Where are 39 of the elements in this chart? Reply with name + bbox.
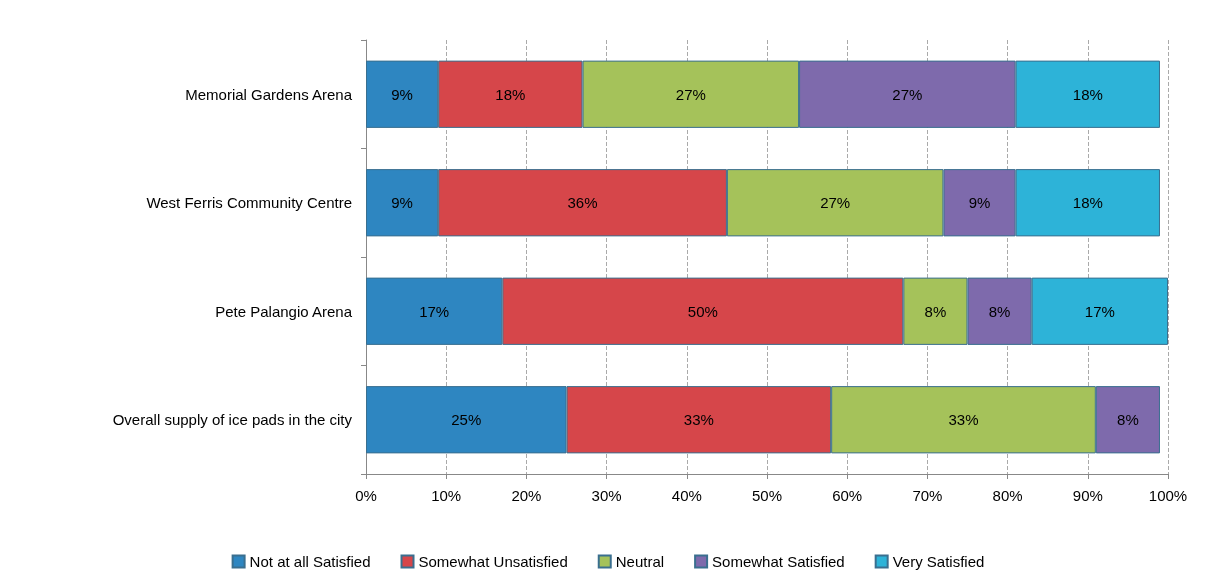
legend-label: Somewhat Unsatisfied [418, 553, 568, 570]
x-tick-label: 0% [355, 487, 377, 504]
x-tick-label: 30% [591, 487, 622, 504]
x-tick-label: 40% [671, 487, 702, 504]
legend-label: Very Satisfied [892, 553, 985, 570]
x-tick-label: 80% [992, 487, 1023, 504]
data-label: 18% [495, 85, 526, 103]
y-tick-label: Pete Palangio Arena [215, 302, 353, 320]
data-label: 27% [892, 85, 923, 103]
data-label: 27% [675, 85, 706, 103]
x-tick-label: 70% [912, 487, 943, 504]
data-label: 17% [1084, 302, 1115, 320]
data-label: 9% [391, 85, 413, 103]
data-label: 25% [451, 411, 482, 429]
data-label: 27% [820, 194, 851, 212]
x-tick-label: 90% [1072, 487, 1103, 504]
data-label: 8% [924, 302, 947, 320]
legend-label: Neutral [615, 553, 665, 570]
data-label: 33% [683, 411, 714, 429]
legend-label: Somewhat Satisfied [712, 553, 845, 570]
x-tick-label: 50% [751, 487, 783, 504]
data-label: 33% [948, 411, 979, 429]
data-label: 18% [1072, 194, 1103, 212]
y-tick-label: Memorial Gardens Arena [185, 85, 353, 103]
x-tick-label: 10% [431, 487, 462, 504]
data-label: 8% [1117, 411, 1139, 429]
data-label: 9% [968, 194, 991, 212]
x-tick-label: 60% [832, 487, 863, 504]
data-label: 17% [419, 302, 450, 320]
y-tick-label: Overall supply of ice pads in the city [112, 411, 353, 429]
x-tick-label: 20% [511, 487, 542, 504]
x-tick-label: 100% [1148, 487, 1188, 504]
data-label: 50% [687, 302, 718, 320]
legend-label: Not at all Satisfied [249, 553, 371, 570]
data-label: 18% [1072, 85, 1103, 103]
data-label: 8% [988, 302, 1011, 320]
data-label: 36% [567, 194, 598, 212]
data-label: 9% [391, 194, 413, 212]
y-tick-label: West Ferris Community Centre [146, 194, 352, 212]
